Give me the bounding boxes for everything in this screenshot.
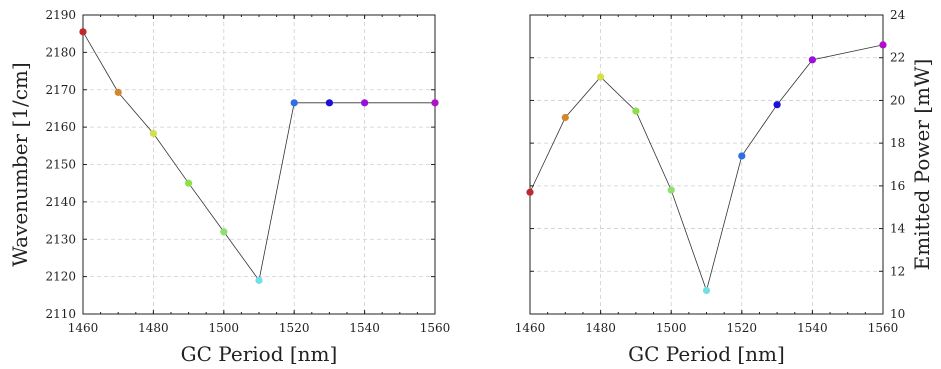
y-tick-label: 14 [890, 222, 906, 236]
data-point [667, 186, 675, 194]
data-point [325, 99, 333, 107]
x-tick-label: 1560 [420, 321, 451, 335]
plot-frame [82, 14, 436, 315]
data-point [526, 188, 534, 196]
x-tick-label: 1480 [585, 321, 616, 335]
data-point [290, 99, 298, 107]
data-point [149, 129, 157, 138]
y-tick-label: 2160 [45, 120, 76, 134]
data-point [114, 88, 122, 96]
data-point [702, 286, 711, 295]
data-point [79, 28, 87, 36]
data-point [220, 228, 228, 236]
y-axis-label: Emitted Power [mW] [910, 59, 934, 271]
y-tick-label: 2170 [45, 83, 76, 97]
data-point [773, 101, 781, 109]
x-tick-label: 1520 [727, 321, 758, 335]
data-point [597, 73, 605, 81]
x-tick-label: 1520 [279, 321, 310, 335]
y-tick-label: 12 [890, 264, 905, 278]
data-point [632, 107, 640, 115]
y-tick-label: 2150 [45, 158, 76, 172]
x-tick-label: 1460 [68, 321, 99, 335]
y-tick-label: 2120 [45, 270, 76, 284]
x-tick-label: 1560 [868, 321, 899, 335]
data-point [879, 41, 887, 49]
series-line [82, 31, 435, 282]
y-tick-label: 2190 [45, 8, 76, 22]
y-tick-label: 2140 [45, 195, 76, 209]
plot-frame [529, 14, 884, 315]
data-point [808, 56, 817, 64]
y-tick-label: 16 [890, 179, 905, 193]
y-tick-label: 18 [890, 136, 905, 150]
y-tick-label: 24 [890, 8, 906, 22]
x-axis-label: GC Period [nm] [181, 342, 338, 366]
data-point [561, 113, 569, 122]
x-axis-label: GC Period [nm] [628, 342, 785, 366]
data-point [255, 276, 263, 284]
y-tick-label: 22 [890, 51, 905, 65]
x-tick-label: 1540 [797, 321, 828, 335]
y-tick-label: 2130 [45, 232, 76, 246]
x-tick-label: 1500 [209, 321, 240, 335]
x-tick-label: 1480 [138, 321, 169, 335]
data-point [738, 152, 746, 160]
x-tick-label: 1500 [656, 321, 687, 335]
data-point [431, 99, 439, 107]
y-axis-label: Wavenumber [1/cm] [8, 62, 32, 266]
chart-panel-1: 1460 1480 1500 1520 1540 1560 2110 2120 2130 2140… [8, 8, 450, 366]
y-tick-label: 2110 [45, 307, 76, 321]
data-point [185, 179, 193, 187]
data-point [361, 99, 369, 107]
x-tick-label: 1540 [349, 321, 380, 335]
y-tick-label: 2180 [45, 45, 76, 59]
y-tick-label: 10 [890, 307, 905, 321]
y-tick-label: 20 [890, 93, 905, 107]
series-line [529, 44, 884, 292]
x-tick-label: 1460 [515, 321, 546, 335]
